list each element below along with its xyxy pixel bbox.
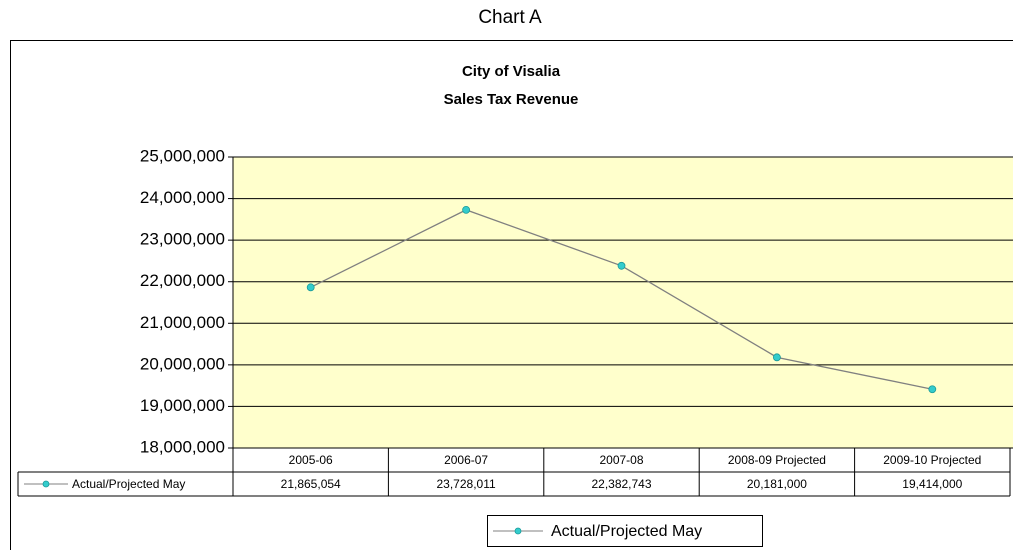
series-marker: [462, 205, 471, 214]
y-tick-label: 21,000,000: [140, 313, 225, 332]
table-value: 19,414,000: [902, 477, 962, 491]
legend-label: Actual/Projected May: [551, 523, 702, 540]
page-heading: Chart A: [478, 7, 542, 28]
table-value: 23,728,011: [437, 477, 496, 491]
series-marker: [617, 261, 626, 270]
y-tick-label: 25,000,000: [140, 146, 225, 165]
series-marker: [773, 353, 781, 362]
table-legend-key-marker: [42, 480, 50, 488]
legend-key-marker: [514, 527, 522, 535]
x-tick-label: 2008-09 Projected: [728, 453, 826, 467]
x-tick-label: 2009-10 Projected: [883, 453, 981, 467]
chart-frame: [10, 40, 1013, 550]
series-marker: [306, 283, 315, 292]
y-tick-label: 24,000,000: [140, 188, 225, 207]
series-marker: [928, 385, 937, 394]
table-series-name: Actual/Projected May: [72, 477, 185, 491]
chart-subtitle: Sales Tax Revenue: [444, 91, 579, 108]
chart-title: City of Visalia: [462, 63, 561, 80]
y-tick-label: 23,000,000: [140, 230, 225, 249]
y-tick-label: 22,000,000: [140, 271, 225, 290]
plot-area: [233, 157, 1013, 448]
table-value: 21,865,054: [281, 477, 341, 491]
y-tick-label: 20,000,000: [140, 354, 225, 373]
y-tick-label: 18,000,000: [140, 437, 225, 456]
table-value: 20,181,000: [747, 477, 807, 491]
y-tick-label: 19,000,000: [140, 396, 225, 415]
x-tick-label: 2006-07: [444, 453, 488, 467]
x-tick-label: 2005-06: [289, 453, 333, 467]
table-value: 22,382,743: [591, 477, 651, 491]
x-tick-label: 2007-08: [599, 453, 643, 467]
